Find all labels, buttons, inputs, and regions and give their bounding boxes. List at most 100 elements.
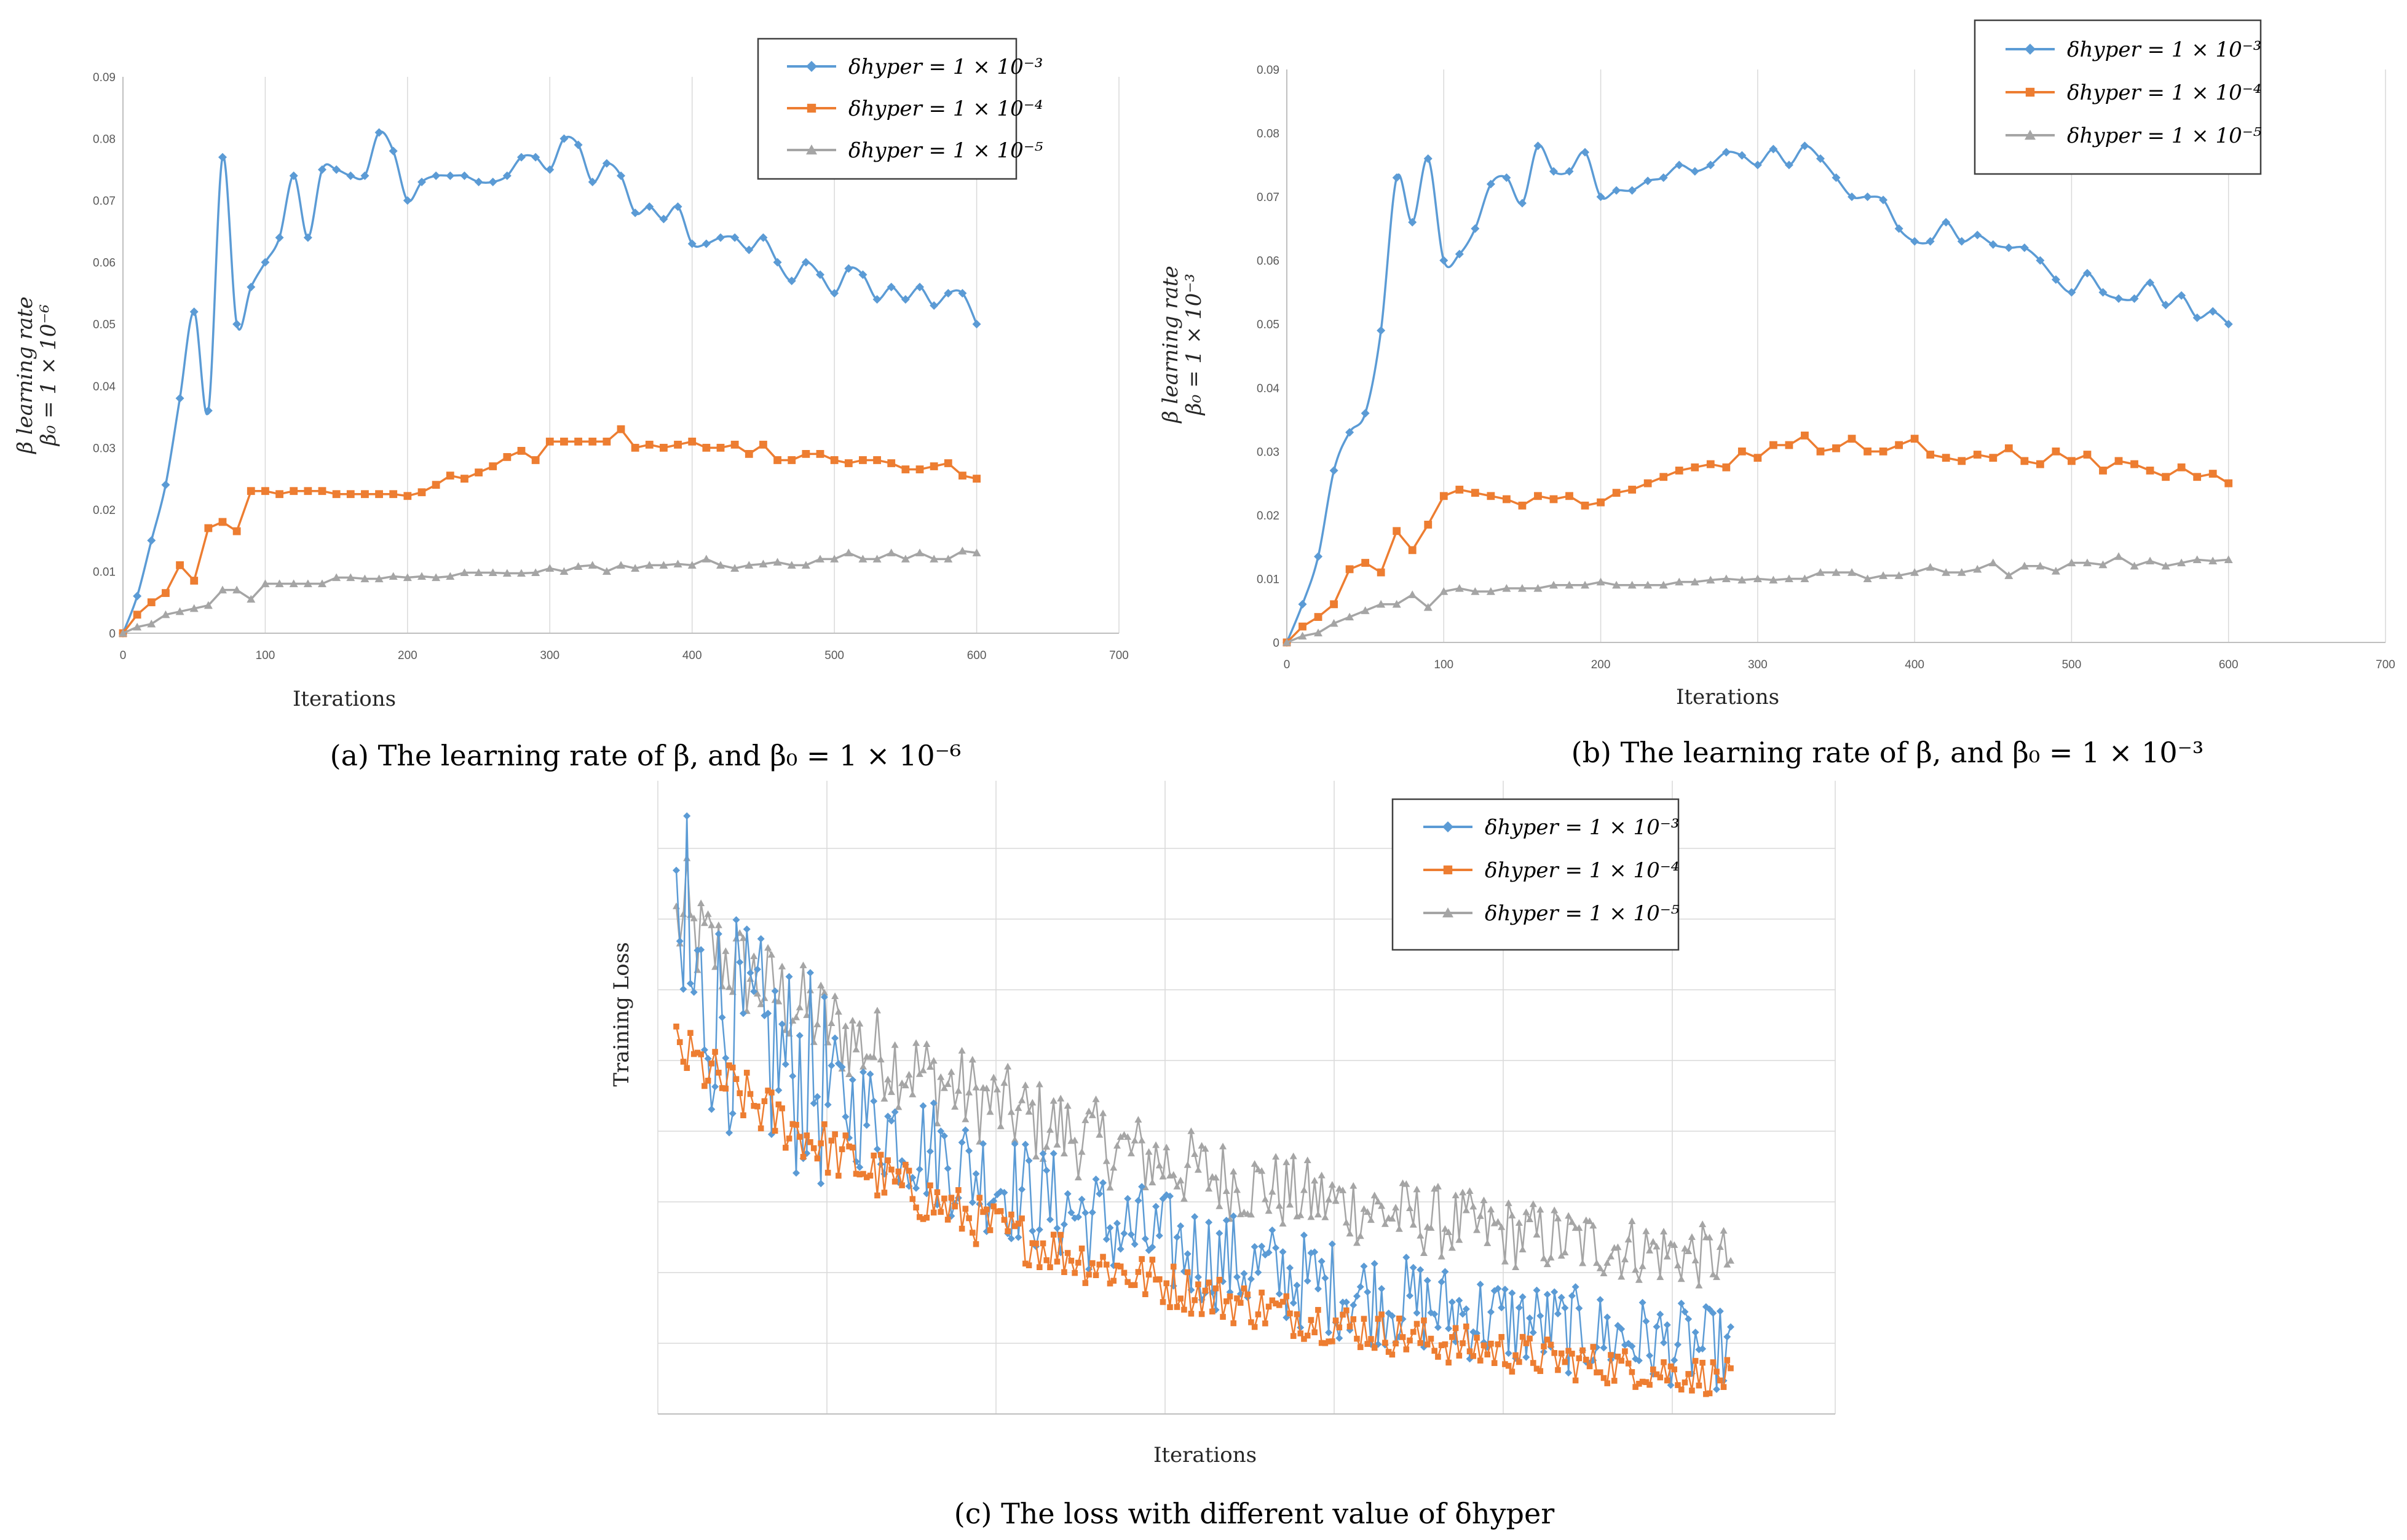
loss-2-point — [1117, 1263, 1124, 1270]
series-3-point — [1471, 587, 1480, 595]
series-1-point — [1455, 250, 1464, 259]
loss-2-point — [1315, 1306, 1321, 1313]
series-1-point — [474, 177, 483, 186]
loss-3-point — [1656, 1273, 1664, 1281]
loss-2-point — [1350, 1316, 1357, 1322]
loss-2-point — [804, 1132, 810, 1139]
series-2-point — [1659, 473, 1668, 481]
loss-1-point — [1406, 1292, 1414, 1300]
loss-2-point — [1689, 1388, 1695, 1394]
loss-2-point — [1445, 1359, 1452, 1366]
loss-3-point — [828, 1019, 836, 1026]
loss-1-point — [1007, 1234, 1015, 1242]
y-tick-label: 0.02 — [1257, 510, 1279, 523]
series-2-point — [361, 490, 369, 499]
loss-2-point — [1653, 1371, 1660, 1378]
loss-3-point — [1445, 1228, 1453, 1236]
loss-3-point — [1406, 1204, 1414, 1212]
loss-2-point — [1015, 1220, 1022, 1227]
loss-3-point — [1589, 1222, 1597, 1229]
series-1-point — [218, 152, 227, 162]
legend-marker-1 — [1442, 821, 1453, 832]
loss-3-point — [954, 1087, 962, 1094]
loss-2-point — [1470, 1352, 1477, 1359]
loss-2-point — [1611, 1378, 1618, 1384]
series-2-point — [2052, 447, 2060, 456]
series-1-point — [1800, 141, 1809, 151]
loss-1-point — [1321, 1274, 1329, 1282]
loss-1-point — [863, 1121, 871, 1129]
series-2-point — [1345, 565, 1354, 574]
y-tick-label: 0.07 — [1257, 191, 1279, 204]
loss-1-point — [1117, 1245, 1124, 1253]
loss-3-point — [944, 1080, 952, 1088]
series-3-point — [773, 558, 782, 566]
loss-1-point — [1515, 1304, 1523, 1312]
loss-1-point — [1124, 1194, 1132, 1202]
loss-1-point — [1074, 1213, 1082, 1221]
loss-3-point — [1025, 1108, 1033, 1115]
loss-2-point — [1424, 1341, 1431, 1348]
loss-1-point — [714, 930, 722, 938]
loss-1-point — [1131, 1240, 1139, 1248]
loss-3-point — [1586, 1217, 1594, 1225]
loss-3-point — [1029, 1099, 1037, 1106]
loss-3-point — [1628, 1217, 1636, 1225]
loss-2-point — [708, 1060, 715, 1067]
loss-2-point — [1488, 1340, 1494, 1347]
loss-1-point — [1557, 1293, 1565, 1301]
loss-3-point — [831, 992, 839, 1000]
loss-1-point — [1029, 1227, 1037, 1235]
loss-3-point — [1120, 1131, 1128, 1138]
loss-3-point — [1649, 1238, 1657, 1245]
loss-3-point — [856, 1019, 864, 1027]
series-3-point — [2082, 558, 2092, 567]
loss-1-point — [1423, 1276, 1431, 1284]
loss-3-point — [1088, 1112, 1096, 1118]
loss-2-point — [877, 1151, 884, 1158]
loss-2-point — [1643, 1379, 1650, 1385]
loss-3-point — [1110, 1164, 1118, 1171]
series-3-point — [432, 573, 441, 582]
series-2-point — [218, 518, 227, 526]
loss-2-point — [973, 1241, 979, 1247]
series-1-point — [1596, 192, 1605, 202]
series-1-point — [673, 202, 682, 211]
loss-1-point — [1258, 1242, 1266, 1250]
loss-2-point — [1234, 1295, 1240, 1301]
series-3-point — [474, 568, 483, 577]
x-tick-label: 200 — [1591, 658, 1611, 671]
loss-2-point — [1170, 1263, 1177, 1270]
series-1-point — [1549, 167, 1558, 176]
loss-3-point — [951, 1103, 959, 1110]
loss-2-point — [1259, 1289, 1265, 1296]
loss-1-point — [1522, 1353, 1530, 1361]
legend-marker-3 — [1442, 907, 1453, 918]
series-2-point — [1518, 501, 1527, 510]
loss-2-point — [810, 1145, 817, 1151]
series-3-point — [417, 572, 426, 580]
series-2-point — [389, 490, 398, 499]
loss-1-point — [1325, 1329, 1333, 1337]
series-3-point — [318, 579, 326, 588]
loss-3-point — [1353, 1239, 1361, 1246]
loss-3-point — [1311, 1177, 1319, 1184]
loss-1-point — [1378, 1285, 1386, 1293]
series-3-point — [389, 572, 398, 580]
loss-2-point — [1530, 1360, 1536, 1366]
loss-3-point — [1498, 1223, 1506, 1230]
loss-3-point — [1378, 1202, 1386, 1209]
loss-2-point — [1008, 1211, 1014, 1218]
series-2-point — [631, 443, 639, 452]
loss-3-point — [919, 1066, 927, 1073]
series-1-point — [275, 233, 284, 242]
loss-3-point — [775, 997, 783, 1005]
series-3-point — [189, 604, 199, 612]
series-2-point — [901, 465, 910, 473]
series-3-point — [2051, 567, 2060, 575]
series-2-point — [2020, 457, 2029, 465]
loss-3-point — [1723, 1261, 1731, 1268]
loss-1-point — [824, 1100, 832, 1108]
series-3-point — [716, 561, 725, 569]
series-3-point — [645, 561, 654, 569]
